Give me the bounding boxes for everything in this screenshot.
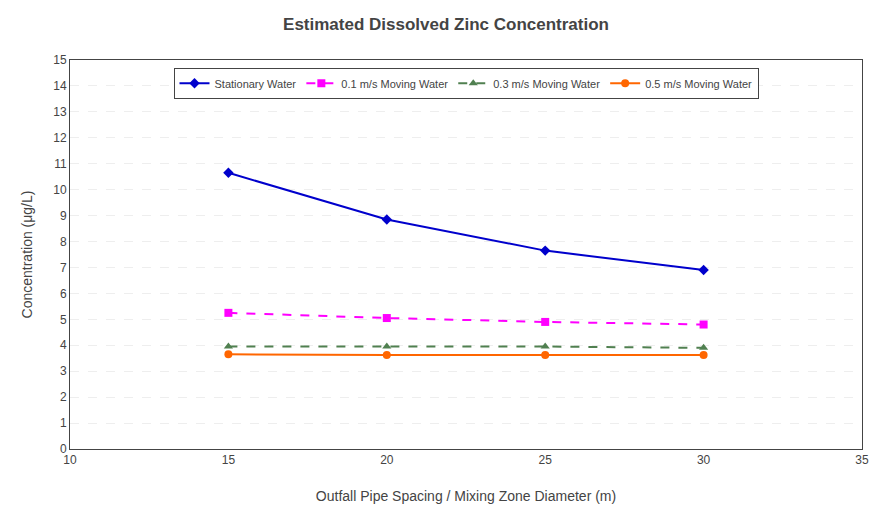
- svg-text:Concentration (μg/L): Concentration (μg/L): [19, 191, 35, 319]
- svg-text:10: 10: [53, 183, 67, 197]
- svg-text:0.3 m/s Moving Water: 0.3 m/s Moving Water: [493, 78, 600, 90]
- svg-text:15: 15: [53, 53, 67, 67]
- svg-text:15: 15: [222, 453, 236, 467]
- svg-text:25: 25: [539, 453, 553, 467]
- svg-text:9: 9: [60, 209, 67, 223]
- svg-text:0: 0: [60, 442, 67, 456]
- svg-text:8: 8: [60, 235, 67, 249]
- svg-text:0.1 m/s Moving Water: 0.1 m/s Moving Water: [341, 78, 448, 90]
- svg-text:Estimated Dissolved Zinc Conce: Estimated Dissolved Zinc Concentration: [283, 15, 609, 34]
- svg-text:5: 5: [60, 313, 67, 327]
- svg-text:0.5 m/s Moving Water: 0.5 m/s Moving Water: [645, 78, 752, 90]
- svg-text:13: 13: [53, 105, 67, 119]
- svg-text:Outfall Pipe Spacing / Mixing: Outfall Pipe Spacing / Mixing Zone Diame…: [316, 488, 616, 504]
- svg-text:2: 2: [60, 390, 67, 404]
- svg-text:10: 10: [63, 453, 77, 467]
- svg-text:11: 11: [54, 157, 67, 171]
- svg-text:12: 12: [53, 131, 67, 145]
- svg-text:4: 4: [60, 338, 67, 352]
- svg-text:7: 7: [60, 261, 67, 275]
- svg-text:Stationary Water: Stationary Water: [215, 78, 297, 90]
- svg-text:30: 30: [697, 453, 711, 467]
- svg-text:14: 14: [53, 79, 67, 93]
- svg-text:1: 1: [60, 416, 67, 430]
- svg-text:3: 3: [60, 364, 67, 378]
- svg-text:6: 6: [60, 287, 67, 301]
- svg-text:20: 20: [380, 453, 394, 467]
- svg-text:35: 35: [855, 453, 869, 467]
